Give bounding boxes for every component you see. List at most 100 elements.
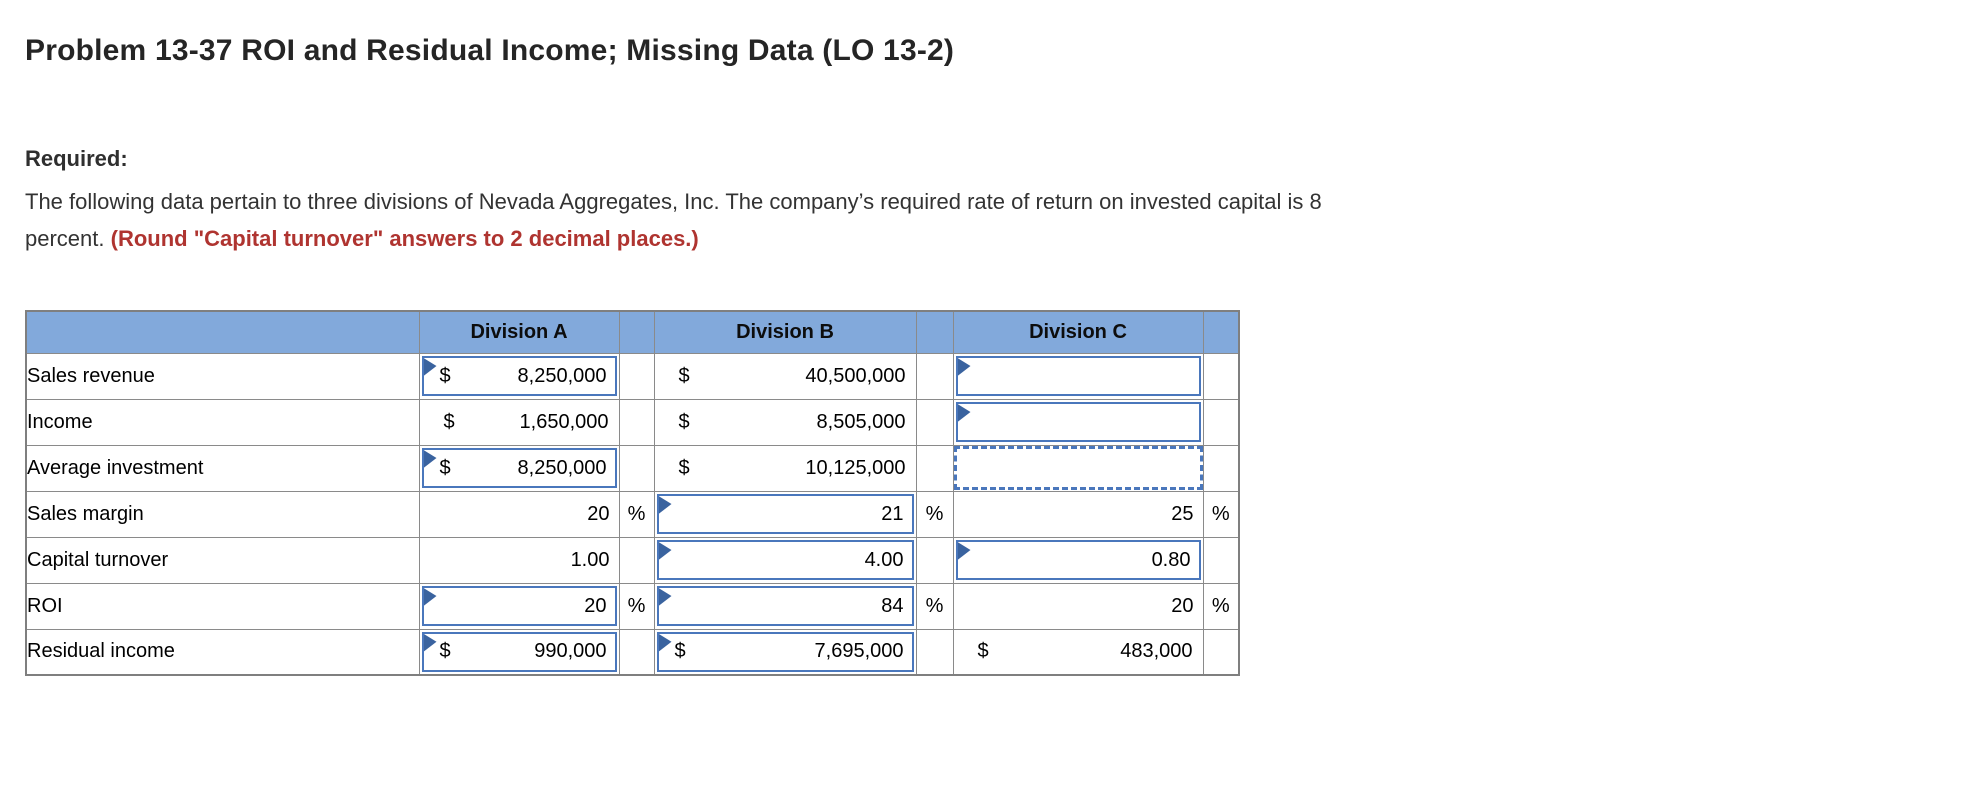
currency-symbol: $ — [674, 640, 686, 663]
income-b-unit-cell — [915, 398, 954, 446]
income-c-cell — [952, 398, 1204, 446]
answer-flag-icon — [423, 358, 437, 377]
roi-c-unit-cell: % — [1202, 582, 1240, 630]
residual-income-a-unit-cell — [618, 628, 655, 676]
currency-symbol: $ — [443, 410, 455, 433]
sales-margin-division-c-value: 25 — [954, 502, 1202, 526]
problem-statement-line-2-plain: percent. — [25, 226, 105, 251]
header-division-a: Division A — [418, 310, 620, 354]
answer-flag-icon — [423, 633, 437, 652]
income-division-c-input[interactable] — [955, 402, 1201, 442]
row-label-income: Income — [25, 398, 420, 446]
currency-symbol: $ — [977, 640, 989, 663]
average-investment-b-cell: $ 10,125,000 — [653, 444, 917, 492]
capital-turnover-division-c-input[interactable]: 0.80 — [955, 540, 1201, 580]
residual-income-c-unit-cell — [1202, 628, 1240, 676]
table-row-sales-margin: Sales margin 20 % 21 % 25 — [25, 490, 1240, 538]
row-label-residual-income: Residual income — [25, 628, 420, 676]
cell-value: 8,250,000 — [517, 456, 607, 479]
sales-margin-division-b-input[interactable]: 21 — [656, 494, 914, 534]
percent-label: % — [627, 594, 646, 617]
problem-statement: The following data pertain to three divi… — [25, 183, 1935, 257]
row-label-capital-turnover: Capital turnover — [25, 536, 420, 584]
average-investment-a-unit-cell — [618, 444, 655, 492]
sales-margin-c-unit-cell: % — [1202, 490, 1240, 538]
residual-income-division-c-value: $ 483,000 — [954, 640, 1202, 663]
cell-value: 20 — [584, 594, 607, 617]
header-row: Division A Division B Division C — [25, 310, 1240, 354]
cell-value: 25 — [1171, 502, 1194, 525]
sales-revenue-a-cell: $ 8,250,000 — [418, 352, 620, 400]
sales-revenue-b-cell: $ 40,500,000 — [653, 352, 917, 400]
roi-division-b-input[interactable]: 84 — [656, 586, 914, 626]
average-investment-division-a-input[interactable]: $ 8,250,000 — [421, 448, 617, 488]
answer-flag-icon — [957, 404, 971, 423]
percent-label: % — [1211, 594, 1230, 617]
cell-value: 20 — [1171, 594, 1194, 617]
answer-flag-icon — [658, 633, 672, 652]
sales-margin-b-unit-cell: % — [915, 490, 954, 538]
cell-value: 483,000 — [1120, 640, 1193, 663]
answer-flag-icon — [423, 588, 437, 607]
sales-margin-b-cell: 21 — [653, 490, 917, 538]
capital-turnover-b-unit-cell — [915, 536, 954, 584]
sales-revenue-c-unit-cell — [1202, 352, 1240, 400]
sales-margin-c-cell: 25 — [952, 490, 1204, 538]
capital-turnover-division-a-value: 1.00 — [420, 549, 618, 572]
currency-symbol: $ — [439, 456, 451, 479]
average-investment-c-unit-cell — [1202, 444, 1240, 492]
answer-flag-icon — [658, 496, 672, 515]
currency-symbol: $ — [678, 456, 690, 479]
currency-symbol: $ — [678, 364, 690, 387]
sales-revenue-division-c-input[interactable] — [955, 356, 1201, 396]
residual-income-a-cell: $ 990,000 — [418, 628, 620, 676]
residual-income-b-cell: $ 7,695,000 — [653, 628, 917, 676]
income-division-b-value: $ 8,505,000 — [655, 411, 915, 434]
residual-income-division-b-input[interactable]: $ 7,695,000 — [656, 631, 914, 672]
residual-income-c-cell: $ 483,000 — [952, 628, 1204, 676]
cell-value: 40,500,000 — [805, 364, 906, 387]
cell-value: 8,250,000 — [517, 364, 607, 387]
residual-income-b-unit-cell — [915, 628, 954, 676]
sales-revenue-a-unit-cell — [618, 352, 655, 400]
sales-margin-a-cell: 20 — [418, 490, 620, 538]
row-label-sales-revenue: Sales revenue — [25, 352, 420, 400]
answer-flag-icon — [423, 450, 437, 469]
capital-turnover-a-unit-cell — [618, 536, 655, 584]
sales-revenue-b-unit-cell — [915, 352, 954, 400]
cell-value: 21 — [881, 502, 904, 525]
roi-b-unit-cell: % — [915, 582, 954, 630]
income-a-cell: $ 1,650,000 — [418, 398, 620, 446]
table-row-sales-revenue: Sales revenue $ 8,250,000 $ 40,500,000 — [25, 352, 1240, 400]
table-row-residual-income: Residual income $ 990,000 $ 7,695,000 — [25, 628, 1240, 676]
capital-turnover-c-cell: 0.80 — [952, 536, 1204, 584]
roi-division-a-input[interactable]: 20 — [421, 586, 617, 626]
problem-statement-line-2: percent. (Round "Capital turnover" answe… — [25, 220, 1935, 257]
currency-symbol: $ — [439, 640, 451, 663]
table-row-capital-turnover: Capital turnover 1.00 4.00 — [25, 536, 1240, 584]
sales-revenue-c-cell — [952, 352, 1204, 400]
sales-revenue-division-a-input[interactable]: $ 8,250,000 — [421, 356, 617, 396]
percent-label: % — [925, 502, 944, 525]
header-spacer-a — [618, 310, 655, 354]
cell-value: 4.00 — [864, 548, 904, 571]
cell-value: 7,695,000 — [814, 640, 904, 663]
capital-turnover-division-b-input[interactable]: 4.00 — [656, 540, 914, 580]
table-row-roi: ROI 20 % 84 % 20 — [25, 582, 1240, 630]
header-blank-cell — [25, 310, 420, 354]
average-investment-c-cell — [952, 444, 1204, 492]
sales-margin-division-a-value: 20 — [420, 503, 618, 526]
income-a-unit-cell — [618, 398, 655, 446]
currency-symbol: $ — [439, 364, 451, 387]
roi-division-c-value: 20 — [954, 594, 1202, 618]
percent-label: % — [925, 594, 944, 617]
capital-turnover-b-cell: 4.00 — [653, 536, 917, 584]
residual-income-division-a-input[interactable]: $ 990,000 — [421, 631, 617, 672]
answer-flag-icon — [957, 542, 971, 561]
rounding-instruction: (Round "Capital turnover" answers to 2 d… — [110, 226, 699, 251]
average-investment-division-c-input[interactable] — [954, 446, 1202, 490]
header-spacer-c — [1202, 310, 1240, 354]
capital-turnover-a-cell: 1.00 — [418, 536, 620, 584]
answer-flag-icon — [658, 588, 672, 607]
